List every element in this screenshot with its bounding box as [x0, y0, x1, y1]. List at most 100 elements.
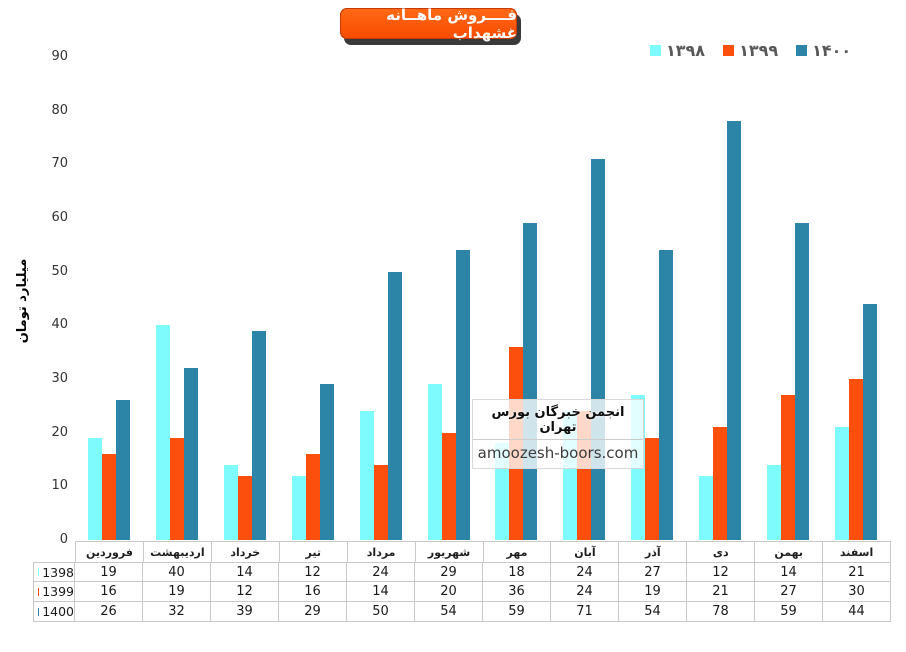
table-value-cell: 30	[823, 582, 891, 601]
chart-legend: ۱۳۹۸ ۱۳۹۹ ۱۴۰۰	[650, 41, 851, 60]
row-header-1398: 1398	[33, 563, 75, 581]
table-value-cell: 19	[619, 582, 687, 601]
y-axis-tick-label: 40	[51, 317, 68, 333]
legend-item-1399: ۱۳۹۹	[723, 41, 778, 60]
table-value-cell: 27	[619, 563, 687, 581]
table-value-cell: 29	[415, 563, 483, 581]
month-label: فروردین	[76, 542, 144, 562]
bar-1398-11	[767, 464, 782, 540]
month-label: اسفند	[823, 542, 892, 562]
month-label: آذر	[619, 542, 688, 562]
y-axis-tick-label: 0	[59, 532, 68, 547]
table-value-cell: 78	[687, 602, 755, 621]
chart-title: فــــروش ماهــانه غشهداب	[386, 5, 517, 42]
table-value-cell: 14	[755, 563, 823, 581]
table-value-cell: 21	[687, 582, 755, 601]
table-value-cell: 20	[415, 582, 483, 601]
legend-swatch-icon	[723, 45, 735, 56]
month-label: شهریور	[416, 542, 484, 562]
table-value-cell: 24	[347, 563, 415, 581]
bar-1400-12	[863, 303, 878, 540]
table-value-cell: 29	[279, 602, 347, 621]
month-label: مهر	[484, 542, 552, 562]
bar-1398-5	[359, 411, 374, 540]
bar-1399-3	[237, 475, 252, 540]
data-table: 1398 19 40 14 12 24 29 18 24 27 12 14 21 1399 16 19 12 16…	[33, 562, 891, 622]
legend-swatch-icon	[650, 45, 661, 56]
table-row-1399: 1399 16 19 12 16 14 20 36 24 19 21 27 30	[33, 582, 891, 602]
month-label: دی	[687, 542, 756, 562]
legend-label: ۱۳۹۹	[739, 41, 779, 60]
table-value-cell: 12	[279, 563, 347, 581]
table-value-cell: 19	[75, 563, 143, 581]
bar-1399-1	[101, 454, 116, 540]
watermark: انجمن خبرگان بورس تهران amoozesh-boors.c…	[472, 399, 644, 469]
table-value-cell: 16	[75, 582, 143, 601]
table-value-cell: 39	[211, 602, 279, 621]
row-header-1400: 1400	[33, 602, 75, 621]
bar-1398-3	[223, 464, 238, 540]
table-value-cell: 59	[483, 602, 551, 621]
bar-1400-3	[251, 330, 266, 540]
y-axis-tick-label: 10	[51, 478, 68, 494]
y-axis-tick-label: 30	[51, 371, 68, 386]
month-label: آبان	[551, 542, 620, 562]
bar-1400-5	[387, 271, 402, 540]
bar-1399-2	[169, 438, 184, 540]
table-value-cell: 14	[211, 563, 279, 581]
bar-1399-9	[645, 438, 660, 540]
bar-1398-4	[291, 475, 306, 540]
bar-1399-4	[305, 454, 320, 540]
month-label: بهمن	[755, 542, 824, 562]
table-row-1398: 1398 19 40 14 12 24 29 18 24 27 12 14 21	[33, 562, 891, 582]
bar-1400-2	[183, 368, 198, 540]
table-value-cell: 54	[415, 602, 483, 621]
table-value-cell: 40	[143, 563, 211, 581]
legend-label: ۱۴۰۰	[812, 41, 852, 60]
table-value-cell: 32	[143, 602, 211, 621]
row-header-label: 1399	[42, 584, 74, 599]
bar-1398-12	[835, 427, 850, 540]
bar-1400-4	[319, 384, 334, 540]
table-value-cell: 59	[755, 602, 823, 621]
table-value-cell: 24	[551, 563, 619, 581]
legend-item-1398: ۱۳۹۸	[650, 41, 705, 60]
month-label: تیر	[280, 542, 348, 562]
table-value-cell: 27	[755, 582, 823, 601]
bar-1399-10	[713, 427, 728, 540]
y-axis-tick-label: 90	[51, 49, 68, 64]
table-value-cell: 44	[823, 602, 891, 621]
bar-1399-6	[441, 432, 456, 540]
watermark-website-text: amoozesh-boors.com	[477, 444, 639, 462]
chart-title-banner: فــــروش ماهــانه غشهداب	[340, 5, 517, 42]
bar-1399-12	[849, 379, 864, 540]
y-axis-tick-label: 70	[51, 156, 68, 172]
table-value-cell: 19	[143, 582, 211, 601]
bar-1400-1	[115, 400, 130, 540]
table-value-cell: 24	[551, 582, 619, 601]
table-value-cell: 16	[279, 582, 347, 601]
y-axis-tick-label: 80	[51, 102, 68, 118]
bar-1400-10	[727, 121, 742, 540]
legend-label: ۱۳۹۸	[666, 41, 706, 60]
y-axis-tick-label: 20	[51, 424, 68, 440]
y-axis-tick-label: 50	[51, 263, 68, 279]
watermark-association-text: انجمن خبرگان بورس تهران	[473, 400, 643, 440]
table-value-cell: 18	[483, 563, 551, 581]
bar-1400-11	[795, 223, 810, 540]
bar-1399-5	[373, 464, 388, 540]
bar-1398-10	[699, 475, 714, 540]
table-value-cell: 12	[687, 563, 755, 581]
table-value-cell: 54	[619, 602, 687, 621]
bar-1398-2	[155, 325, 170, 540]
bar-1400-7	[523, 223, 538, 540]
row-header-1399: 1399	[33, 582, 75, 601]
month-label: اردیبهشت	[144, 542, 212, 562]
table-row-1400: 1400 26 32 39 29 50 54 59 71 54 78 59 44	[33, 602, 891, 622]
y-axis-title: میلیارد تومان	[15, 258, 30, 344]
table-value-cell: 50	[347, 602, 415, 621]
bar-1400-8	[591, 158, 606, 540]
bar-1399-11	[781, 395, 796, 540]
table-value-cell: 14	[347, 582, 415, 601]
legend-item-1400: ۱۴۰۰	[796, 41, 851, 60]
